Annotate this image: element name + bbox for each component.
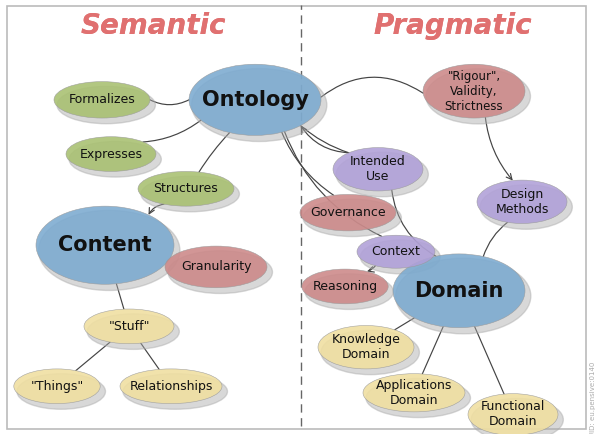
- Text: Ontology: Ontology: [202, 90, 308, 110]
- Ellipse shape: [333, 148, 423, 191]
- Ellipse shape: [138, 171, 234, 206]
- Text: UID: eu.pensive:0140: UID: eu.pensive:0140: [590, 362, 596, 434]
- Ellipse shape: [423, 64, 525, 118]
- Text: Relationships: Relationships: [130, 380, 212, 393]
- Ellipse shape: [357, 235, 435, 268]
- FancyBboxPatch shape: [7, 6, 586, 429]
- Ellipse shape: [57, 86, 155, 124]
- Ellipse shape: [84, 309, 174, 344]
- Ellipse shape: [366, 378, 470, 418]
- Ellipse shape: [38, 210, 180, 290]
- Ellipse shape: [123, 374, 227, 409]
- Ellipse shape: [14, 369, 100, 404]
- Ellipse shape: [395, 258, 531, 334]
- Text: Expresses: Expresses: [79, 148, 143, 161]
- Text: Knowledge
Domain: Knowledge Domain: [332, 333, 400, 361]
- Ellipse shape: [302, 269, 388, 304]
- Text: Granularity: Granularity: [181, 260, 251, 273]
- Text: Pragmatic: Pragmatic: [374, 12, 532, 40]
- Ellipse shape: [120, 369, 222, 404]
- Text: Functional
Domain: Functional Domain: [481, 401, 545, 428]
- Ellipse shape: [87, 314, 179, 349]
- Text: Applications
Domain: Applications Domain: [376, 379, 452, 407]
- Ellipse shape: [480, 185, 572, 229]
- Ellipse shape: [321, 330, 419, 375]
- Ellipse shape: [477, 180, 567, 224]
- Ellipse shape: [17, 374, 106, 409]
- Ellipse shape: [393, 254, 525, 328]
- Text: "Rigour",
Validity,
Strictness: "Rigour", Validity, Strictness: [445, 69, 503, 113]
- Ellipse shape: [468, 394, 558, 434]
- Text: Domain: Domain: [415, 281, 503, 301]
- Ellipse shape: [360, 240, 440, 274]
- Ellipse shape: [336, 152, 428, 197]
- Text: Pragmatic: Pragmatic: [374, 12, 532, 40]
- Text: Structures: Structures: [154, 182, 218, 195]
- Text: Content: Content: [58, 235, 152, 255]
- Ellipse shape: [303, 199, 401, 237]
- Ellipse shape: [191, 69, 327, 141]
- Ellipse shape: [66, 137, 156, 171]
- Ellipse shape: [471, 398, 563, 434]
- Text: Reasoning: Reasoning: [313, 280, 377, 293]
- Ellipse shape: [363, 374, 465, 412]
- Text: Context: Context: [371, 245, 421, 258]
- Text: "Stuff": "Stuff": [108, 320, 150, 333]
- Ellipse shape: [54, 82, 150, 118]
- Text: Semantic: Semantic: [80, 12, 226, 40]
- Ellipse shape: [165, 246, 267, 288]
- Ellipse shape: [168, 251, 272, 293]
- Ellipse shape: [300, 194, 396, 231]
- Ellipse shape: [426, 69, 530, 124]
- Ellipse shape: [36, 206, 174, 284]
- Ellipse shape: [141, 176, 239, 212]
- Ellipse shape: [305, 274, 394, 309]
- Ellipse shape: [69, 141, 161, 177]
- Ellipse shape: [318, 326, 414, 369]
- Ellipse shape: [189, 64, 321, 135]
- Text: "Things": "Things": [31, 380, 83, 393]
- Text: Intended
Use: Intended Use: [350, 155, 406, 183]
- Text: Semantic: Semantic: [80, 12, 226, 40]
- Text: Design
Methods: Design Methods: [496, 188, 548, 216]
- Text: Governance: Governance: [310, 206, 386, 219]
- Text: Formalizes: Formalizes: [68, 93, 136, 106]
